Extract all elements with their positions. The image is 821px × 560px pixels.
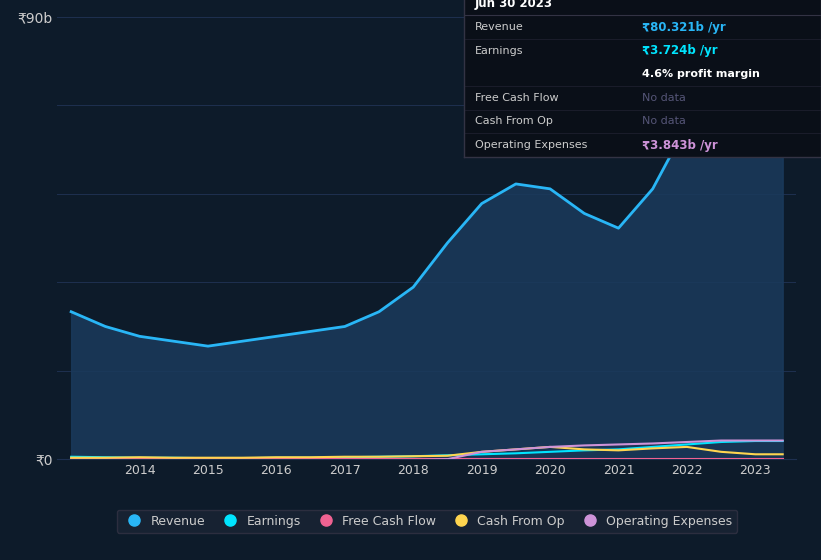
Text: No data: No data (643, 116, 686, 127)
Text: Revenue: Revenue (475, 22, 523, 32)
Legend: Revenue, Earnings, Free Cash Flow, Cash From Op, Operating Expenses: Revenue, Earnings, Free Cash Flow, Cash … (117, 510, 737, 533)
Text: ₹3.724b /yr: ₹3.724b /yr (643, 44, 718, 57)
Text: ₹3.843b /yr: ₹3.843b /yr (643, 138, 718, 152)
Text: Free Cash Flow: Free Cash Flow (475, 93, 558, 103)
Text: Earnings: Earnings (475, 45, 523, 55)
Text: Operating Expenses: Operating Expenses (475, 140, 587, 150)
Text: ₹80.321b /yr: ₹80.321b /yr (643, 21, 727, 34)
Text: No data: No data (643, 93, 686, 103)
Text: Cash From Op: Cash From Op (475, 116, 553, 127)
Text: Jun 30 2023: Jun 30 2023 (475, 0, 553, 10)
Text: 4.6% profit margin: 4.6% profit margin (643, 69, 760, 79)
